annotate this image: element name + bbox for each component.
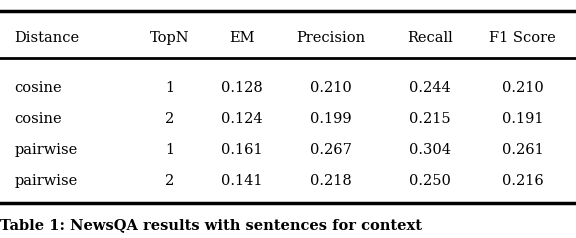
Text: pairwise: pairwise <box>14 174 78 188</box>
Text: pairwise: pairwise <box>14 143 78 157</box>
Text: 0.215: 0.215 <box>409 112 450 126</box>
Text: 0.210: 0.210 <box>310 81 352 95</box>
Text: 0.267: 0.267 <box>310 143 352 157</box>
Text: cosine: cosine <box>14 112 62 126</box>
Text: 1: 1 <box>165 81 175 95</box>
Text: Recall: Recall <box>407 31 453 45</box>
Text: Distance: Distance <box>14 31 79 45</box>
Text: F1 Score: F1 Score <box>489 31 556 45</box>
Text: Table 1: NewsQA results with sentences for context: Table 1: NewsQA results with sentences f… <box>0 218 422 232</box>
Text: 0.141: 0.141 <box>221 174 262 188</box>
Text: 0.261: 0.261 <box>502 143 543 157</box>
Text: 0.128: 0.128 <box>221 81 263 95</box>
Text: 0.250: 0.250 <box>409 174 451 188</box>
Text: TopN: TopN <box>150 31 190 45</box>
Text: 0.210: 0.210 <box>502 81 543 95</box>
Text: EM: EM <box>229 31 254 45</box>
Text: 2: 2 <box>165 112 175 126</box>
Text: 0.161: 0.161 <box>221 143 262 157</box>
Text: 0.218: 0.218 <box>310 174 352 188</box>
Text: 0.216: 0.216 <box>502 174 543 188</box>
Text: 0.199: 0.199 <box>310 112 352 126</box>
Text: Precision: Precision <box>297 31 366 45</box>
Text: 1: 1 <box>165 143 175 157</box>
Text: 0.124: 0.124 <box>221 112 262 126</box>
Text: 2: 2 <box>165 174 175 188</box>
Text: 0.191: 0.191 <box>502 112 543 126</box>
Text: 0.244: 0.244 <box>409 81 450 95</box>
Text: 0.304: 0.304 <box>409 143 451 157</box>
Text: cosine: cosine <box>14 81 62 95</box>
